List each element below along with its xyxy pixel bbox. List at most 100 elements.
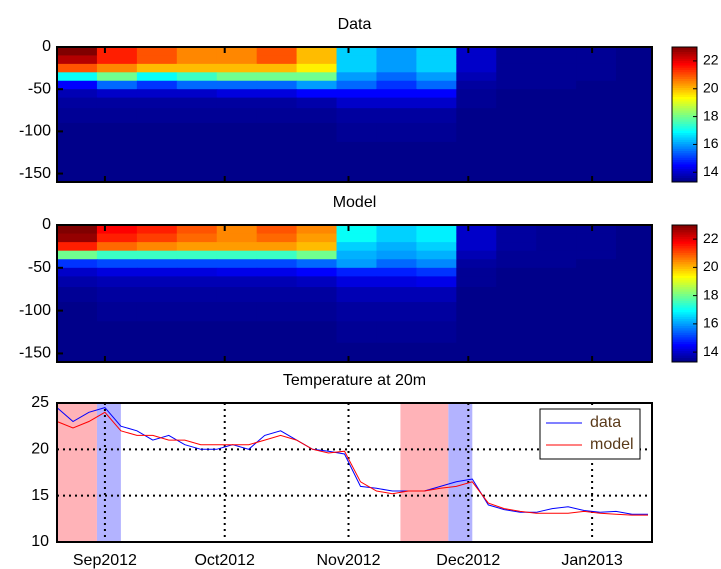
colorbar-step (672, 148, 697, 151)
heat-cell (296, 55, 338, 65)
heat-cell (616, 163, 653, 183)
colorbar-step (672, 238, 697, 242)
heat-cell (57, 80, 98, 90)
heat-cell (336, 259, 378, 269)
colorbar-step (672, 83, 697, 86)
heat-cell (376, 63, 417, 73)
heat-cell (496, 89, 537, 99)
colorbar-step (672, 231, 697, 235)
heat-cell (416, 108, 457, 124)
heat-cell (616, 276, 653, 288)
heat-cell (96, 97, 138, 109)
colorbar-step (672, 240, 697, 244)
heat-cell (576, 47, 617, 57)
heat-cell (616, 259, 653, 269)
heat-cell (376, 89, 417, 99)
x-tick-label: Nov2012 (316, 552, 380, 569)
heat-cell (456, 321, 497, 344)
colorbar-step (672, 330, 697, 333)
heat-cell (96, 259, 138, 269)
heat-cell (256, 47, 298, 57)
heat-cell (176, 141, 218, 164)
series-line (56, 411, 648, 516)
heat-cell (416, 80, 457, 90)
heat-cell (96, 302, 138, 322)
heat-cell (416, 233, 457, 243)
colorbar-step (672, 250, 697, 253)
heat-cell (616, 122, 653, 143)
heat-cell (216, 47, 258, 57)
heat-cell (496, 97, 537, 109)
colorbar-step (672, 155, 697, 158)
heat-cell (57, 321, 98, 344)
heat-cell (256, 302, 298, 322)
colorbar-step (672, 47, 697, 50)
colorbar-step (672, 298, 697, 301)
heat-cell (416, 72, 457, 82)
heat-cell (576, 242, 617, 252)
heat-cell (376, 242, 417, 252)
heat-cell (57, 276, 98, 288)
heat-cell (456, 72, 497, 82)
heat-cell (496, 72, 537, 82)
heat-cell (536, 97, 577, 109)
heat-cell (176, 122, 218, 143)
heat-cell (336, 242, 378, 252)
colorbar-step (672, 316, 697, 320)
colorbar-step (672, 119, 697, 122)
heat-cell (456, 342, 497, 363)
colorbar-step (672, 94, 697, 97)
heat-cell (496, 242, 537, 252)
heat-cell (496, 141, 537, 164)
heat-cell (376, 108, 417, 124)
heat-cell (496, 287, 537, 303)
heat-cell (256, 122, 298, 143)
heat-cell (616, 63, 653, 73)
heat-cell (136, 302, 178, 322)
heat-cell (296, 342, 338, 363)
heat-cell (336, 47, 378, 57)
y-tick-label: -150 (19, 345, 51, 362)
colorbar-label: 20 (703, 79, 719, 95)
heat-cell (176, 242, 218, 252)
heat-cell (57, 63, 98, 73)
heat-cell (536, 259, 577, 269)
colorbar-step (672, 325, 697, 329)
colorbar-step (672, 334, 697, 338)
heat-cell (256, 250, 298, 260)
heat-cell (456, 163, 497, 183)
heat-cell (416, 342, 457, 363)
heat-cell (96, 342, 138, 363)
colorbar-step (672, 112, 697, 115)
colorbar-step (672, 234, 697, 237)
heat-cell (576, 55, 617, 65)
colorbar-step (672, 236, 697, 240)
heat-cell (96, 225, 138, 235)
heat-cell (96, 55, 138, 65)
heat-cell (456, 47, 497, 57)
heat-cell (576, 225, 617, 235)
heat-cell (576, 276, 617, 288)
heat-cell (256, 276, 298, 288)
heat-cell (216, 267, 258, 277)
colorbar-step (672, 252, 697, 256)
x-tick-label: Jan2013 (561, 552, 622, 569)
heat-cell (336, 250, 378, 260)
colorbar-step (672, 150, 697, 154)
heat-cell (416, 276, 457, 288)
colorbar-step (672, 123, 697, 127)
colorbar-step (672, 277, 697, 281)
heat-cell (57, 225, 98, 235)
heat-cell (336, 225, 378, 235)
heat-cell (416, 89, 457, 99)
colorbar-step (672, 259, 697, 263)
plot-frame (56, 46, 653, 183)
colorbar-step (672, 67, 697, 70)
heat-cell (576, 233, 617, 243)
heat-cell (376, 287, 417, 303)
colorbar-label: 14 (703, 343, 719, 359)
heat-cell (496, 225, 537, 235)
heat-cell (456, 259, 497, 269)
colorbar-step (672, 318, 697, 322)
heat-cell (376, 342, 417, 363)
